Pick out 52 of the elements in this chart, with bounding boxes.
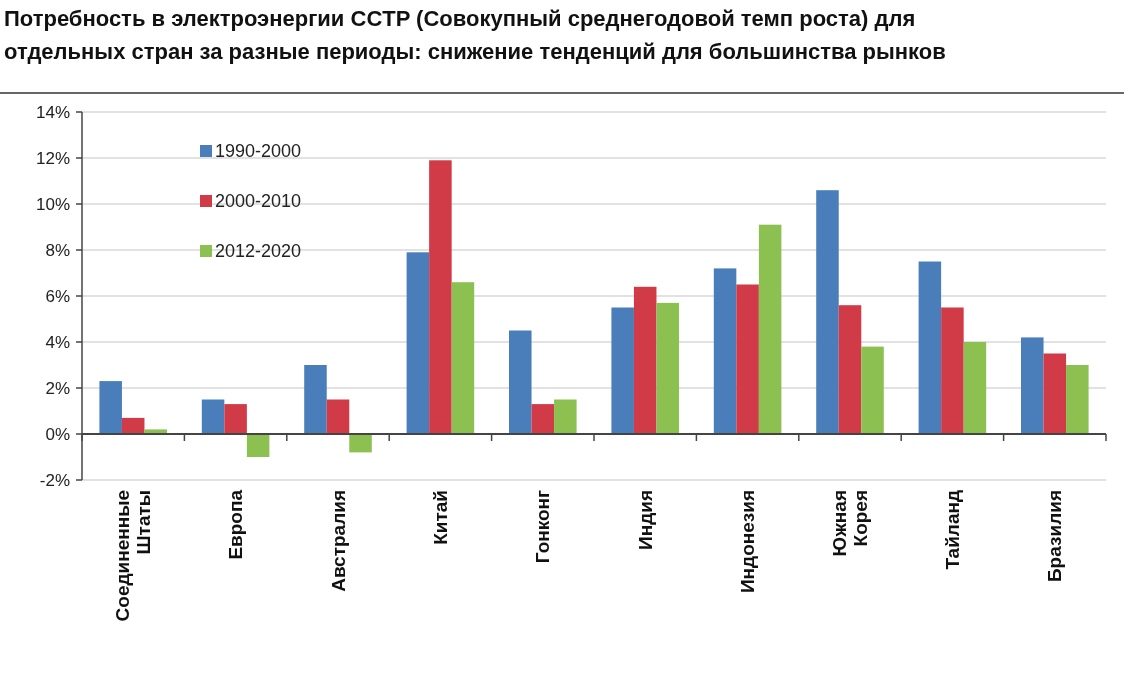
bar (656, 302, 679, 434)
x-tick-label: Индия (634, 490, 656, 550)
x-tick-label: Индонезия (737, 490, 759, 594)
bar (838, 305, 862, 434)
bar (713, 268, 737, 434)
x-tick-label: Бразилия (1044, 490, 1066, 583)
bar (554, 399, 577, 434)
bar (1043, 353, 1067, 434)
bar (121, 417, 145, 434)
legend-label: 2000-2010 (215, 191, 302, 212)
x-tick-label: Южная Корея (829, 490, 872, 557)
y-tick-label: 6% (45, 286, 70, 306)
bar (918, 261, 942, 434)
x-tick-label: Европа (225, 489, 247, 560)
y-tick-label: 0% (45, 424, 70, 444)
legend-label: 1990-2000 (215, 141, 302, 162)
chart-title: Потребность в электроэнергии СCTP (Совокупный среднегодовой темп роста) для отдельных стран за разные периоды: снижение тенденций для большинства рынков (4, 6, 946, 64)
bar (304, 365, 327, 434)
x-tick-label: Гонконг (532, 489, 554, 564)
x-tick-label: Соединенные Штаты (112, 490, 155, 622)
y-tick-label: 12% (35, 148, 70, 168)
bar (406, 252, 430, 434)
bar (816, 190, 839, 434)
bar (736, 284, 759, 434)
bar (349, 434, 372, 453)
bar (326, 399, 350, 434)
bar (531, 404, 555, 434)
y-tick-label: 8% (45, 240, 70, 260)
bar (963, 342, 987, 434)
bar (451, 282, 475, 434)
legend-label: 2012-2020 (215, 241, 302, 262)
bar (1021, 337, 1044, 434)
bar (1066, 365, 1089, 434)
bar (633, 286, 657, 434)
x-tick-label: Австралия (327, 490, 349, 592)
bar (941, 307, 964, 434)
bar (509, 330, 532, 434)
x-tick-label: Тайланд (942, 490, 964, 570)
bar (99, 381, 122, 434)
bar (201, 399, 225, 434)
y-tick-label: 14% (35, 102, 70, 122)
x-tick-label: Китай (430, 490, 452, 545)
y-tick-label: 2% (45, 378, 70, 398)
y-tick-label: 10% (35, 194, 70, 214)
y-tick-label: -2% (39, 470, 70, 490)
bar (246, 434, 270, 457)
bar (758, 224, 782, 434)
y-tick-label: 4% (45, 332, 70, 352)
bar (429, 160, 452, 434)
bar (224, 404, 247, 434)
bar (611, 307, 634, 434)
bar (861, 346, 884, 434)
